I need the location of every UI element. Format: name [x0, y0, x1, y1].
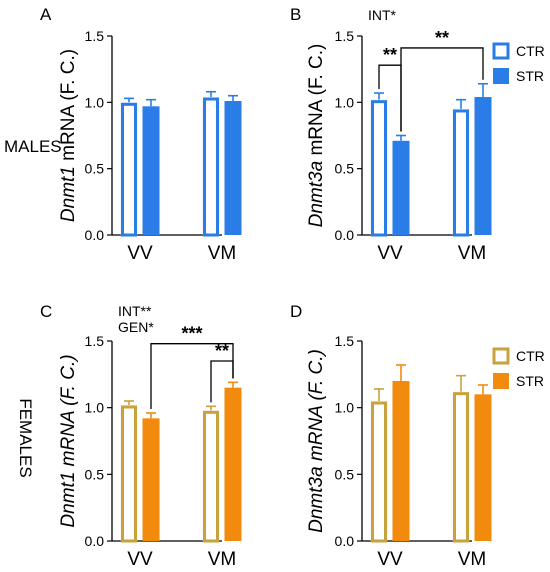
y-axis-label-gene: Dnmt3a: [306, 466, 327, 533]
y-tick-label: 0.0: [85, 227, 105, 243]
panel-a: A Dnmt1 mRNA (F. C.) 0.0 0.5 1.0 1.5 VV VM: [40, 5, 242, 264]
bar-ctr-vv: [121, 405, 137, 543]
y-tick-label: 1.5: [335, 28, 355, 44]
bar-str-vm: [474, 97, 492, 235]
bar-ctr-vm: [203, 97, 219, 237]
y-axis-label-gene: Dnmt1: [58, 472, 79, 528]
y-axis-label-unit: mRNA (F. C.): [306, 349, 327, 466]
bar-str-vv: [392, 140, 410, 235]
significance-label: **: [215, 341, 229, 361]
significance-bracket: [210, 360, 234, 403]
x-tick-label: VV: [377, 243, 403, 264]
legend-label-str: STR: [516, 373, 544, 389]
bar-ctr-vm: [203, 410, 219, 543]
legend-swatch-str: [493, 373, 509, 389]
bar-ctr-vm: [453, 392, 469, 543]
x-tick-label: VM: [458, 549, 487, 570]
bar-str-vv: [142, 106, 160, 236]
y-axis-label-gene: Dnmt1: [58, 166, 79, 222]
y-tick-label: 0.5: [85, 466, 105, 482]
bar-str-vv: [142, 418, 160, 541]
y-tick-label: 1.5: [85, 28, 105, 44]
bar-ctr-vv: [121, 102, 137, 237]
panel-letter: D: [290, 302, 302, 321]
y-tick-label: 1.5: [85, 333, 105, 349]
y-axis-label-unit: mRNA (F. C.): [306, 44, 327, 161]
legend-swatch-str: [493, 68, 509, 84]
y-tick-label: 0.5: [335, 466, 355, 482]
stat-annotation: INT*: [368, 7, 397, 23]
panel-c: C Dnmt1 mRNA (F. C.) 0.0 0.5 1.0 1.5 VV VM INT**…: [40, 302, 242, 570]
bar-ctr-vv: [371, 401, 387, 543]
row-label-females: FEMALES: [16, 398, 35, 477]
bar-str-vv: [392, 381, 410, 541]
y-tick-label: 0.0: [335, 533, 355, 549]
y-axis-label: Dnmt3a mRNA (F. C.): [306, 349, 327, 533]
y-tick-label: 0.5: [335, 161, 355, 177]
x-tick-label: VV: [127, 243, 153, 264]
panel-d: D Dnmt3a mRNA (F. C.) 0.0 0.5 1.0 1.5 VV VM CTR S…: [290, 302, 545, 570]
panel-letter: A: [40, 5, 52, 24]
y-tick-label: 1.0: [85, 94, 105, 110]
y-axis-label: Dnmt1 mRNA (F. C.): [58, 49, 79, 222]
y-tick-label: 0.0: [335, 227, 355, 243]
legend-swatch-ctr: [492, 42, 510, 60]
bar-ctr-vm: [453, 109, 469, 237]
panel-letter: B: [290, 5, 301, 24]
significance-bracket: [400, 47, 484, 132]
y-axis-label-unit: mRNA (F. C.): [58, 49, 79, 166]
significance-label: **: [383, 45, 397, 65]
significance-label: ***: [181, 324, 202, 344]
y-tick-label: 1.0: [85, 400, 105, 416]
row-label-males: MALES: [4, 137, 62, 156]
bar-str-vm: [224, 387, 242, 541]
y-axis-label-unit: mRNA (F. C.): [58, 354, 79, 471]
stat-annotation: INT**: [118, 303, 152, 319]
y-tick-label: 0.0: [85, 533, 105, 549]
x-tick-label: VV: [377, 549, 403, 570]
y-tick-label: 1.5: [335, 333, 355, 349]
significance-label: **: [435, 28, 449, 48]
panel-letter: C: [40, 302, 52, 321]
x-tick-label: VV: [127, 549, 153, 570]
y-axis-label: Dnmt1 mRNA (F. C.): [58, 354, 79, 527]
x-tick-label: VM: [208, 243, 237, 264]
y-tick-label: 0.5: [85, 161, 105, 177]
y-tick-label: 1.0: [335, 400, 355, 416]
x-tick-label: VM: [458, 243, 487, 264]
y-axis-label: Dnmt3a mRNA (F. C.): [306, 44, 327, 228]
legend-swatch-ctr: [492, 347, 510, 365]
y-axis-label-gene: Dnmt3a: [306, 161, 327, 228]
bar-str-vm: [474, 394, 492, 541]
panel-b: B Dnmt3a mRNA (F. C.) 0.0 0.5 1.0 1.5 VV VM INT*…: [290, 5, 545, 264]
bar-str-vm: [224, 101, 242, 235]
x-tick-label: VM: [208, 549, 237, 570]
legend-label-str: STR: [516, 68, 544, 84]
bar-ctr-vv: [371, 100, 387, 237]
stat-annotation: GEN*: [118, 319, 154, 335]
y-tick-label: 1.0: [335, 94, 355, 110]
legend-label-ctr: CTR: [516, 348, 545, 364]
legend-label-ctr: CTR: [516, 43, 545, 59]
